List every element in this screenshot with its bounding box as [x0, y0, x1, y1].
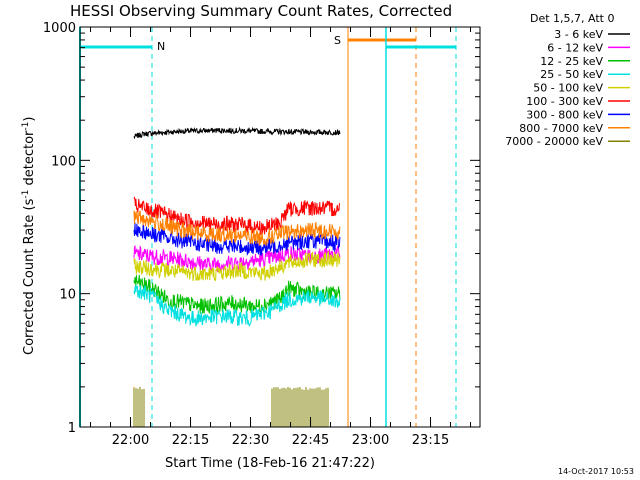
- annotation-s: S: [334, 34, 341, 47]
- series-trace-5: [133, 196, 341, 236]
- y-tick-label: 10: [59, 288, 76, 303]
- series-trace-7: [133, 210, 341, 246]
- y-tick-label: 1: [68, 421, 76, 436]
- series-trace-3: [133, 284, 341, 328]
- legend-label: 300 - 800 keV: [526, 108, 603, 121]
- y-label-part-1: Corrected Count Rate (s: [22, 198, 37, 355]
- y-tick-label: 1000: [43, 21, 76, 36]
- x-tick-label: 22:30: [232, 433, 269, 448]
- y-label-sup-2: -1: [21, 122, 31, 131]
- legend-label: 100 - 300 keV: [526, 95, 603, 108]
- chart-title: HESSI Observing Summary Count Rates, Cor…: [70, 2, 452, 20]
- series-trace-6: [133, 222, 341, 256]
- x-axis-label: Start Time (18-Feb-16 21:47:22): [165, 456, 375, 471]
- legend-label: 3 - 6 keV: [554, 28, 603, 41]
- y-tick-label: 100: [51, 154, 76, 169]
- axis-ticks: 1 10 100 1000 22:00 22:15 22:30 22:45 23:00 23:15: [43, 21, 480, 448]
- y-label-part-2: detector: [22, 130, 37, 190]
- series-layer: [133, 126, 341, 427]
- x-tick-label: 22:00: [112, 433, 149, 448]
- x-tick-label: 22:15: [172, 433, 209, 448]
- legend-label: 7000 - 20000 keV: [505, 135, 603, 148]
- x-tick-label: 23:15: [412, 433, 449, 448]
- legend-label: 12 - 25 keV: [540, 55, 603, 68]
- legend-label: 25 - 50 keV: [540, 68, 603, 81]
- timestamp: 14-Oct-2017 10:53: [558, 467, 634, 476]
- legend-header: Det 1,5,7, Att 0: [530, 12, 614, 25]
- x-tick-label: 23:00: [352, 433, 389, 448]
- legend-label: 800 - 7000 keV: [519, 122, 603, 135]
- plot-frame: [79, 26, 481, 428]
- y-axis-label: Corrected Count Rate (s-1 detector-1): [21, 117, 37, 355]
- series-trace-0: [133, 126, 341, 140]
- legend-label: 50 - 100 keV: [533, 82, 603, 95]
- series-trace-8: [133, 386, 329, 427]
- y-label-part-3: ): [22, 117, 37, 122]
- series-trace-4: [133, 251, 341, 282]
- x-tick-label: 22:45: [292, 433, 329, 448]
- legend-label: 6 - 12 keV: [547, 41, 603, 54]
- y-label-sup-1: -1: [21, 190, 31, 199]
- annotation-n: N: [157, 40, 165, 53]
